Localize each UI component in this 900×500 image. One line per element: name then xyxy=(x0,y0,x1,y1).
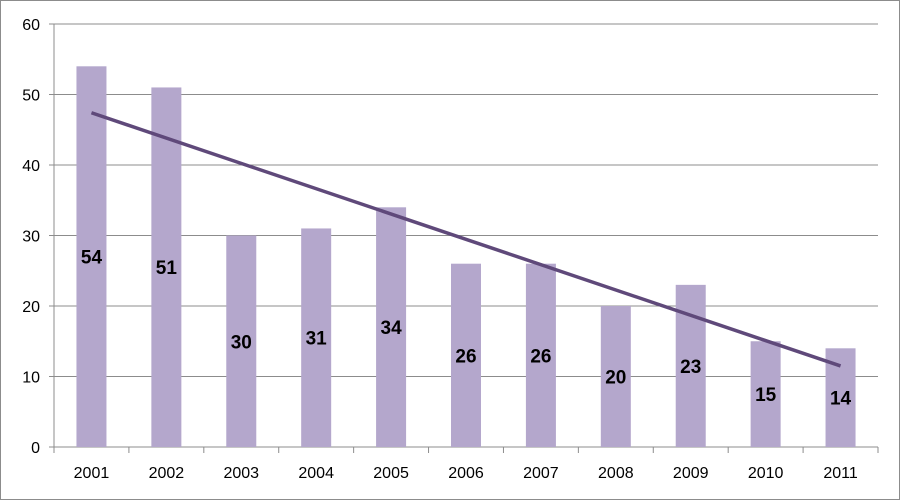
bar xyxy=(600,306,631,447)
y-tick-label: 30 xyxy=(22,229,40,246)
x-tick-label: 2004 xyxy=(298,465,334,482)
data-label: 34 xyxy=(381,318,403,339)
data-label: 23 xyxy=(680,357,701,378)
x-tick-label: 2001 xyxy=(74,465,110,482)
data-label: 14 xyxy=(830,389,852,410)
y-tick-label: 60 xyxy=(22,17,40,34)
data-label: 15 xyxy=(755,385,777,406)
y-tick-label: 50 xyxy=(22,88,40,105)
data-label: 26 xyxy=(530,346,551,367)
data-label: 31 xyxy=(306,329,328,350)
x-tick-label: 2011 xyxy=(823,465,858,482)
x-tick-label: 2002 xyxy=(149,465,185,482)
y-tick-label: 10 xyxy=(22,370,40,387)
data-label: 54 xyxy=(81,248,103,269)
data-label: 51 xyxy=(156,258,178,279)
x-tick-label: 2010 xyxy=(748,465,784,482)
x-tick-label: 2009 xyxy=(673,465,709,482)
y-tick-label: 20 xyxy=(22,299,40,316)
x-tick-label: 2006 xyxy=(448,465,484,482)
bar xyxy=(76,66,107,448)
bar xyxy=(750,341,781,447)
x-tick-label: 2005 xyxy=(373,465,409,482)
x-tick-label: 2007 xyxy=(523,465,559,482)
x-tick-label: 2003 xyxy=(223,465,259,482)
y-tick-label: 0 xyxy=(31,440,40,457)
y-tick-label: 40 xyxy=(22,158,40,175)
data-label: 26 xyxy=(455,346,476,367)
bar xyxy=(226,235,257,447)
trendline xyxy=(90,111,842,368)
data-label: 20 xyxy=(605,368,626,389)
bar xyxy=(301,228,332,447)
bar xyxy=(525,263,556,447)
x-tick-label: 2008 xyxy=(598,465,634,482)
data-label: 30 xyxy=(231,332,252,353)
bar xyxy=(376,207,407,447)
bar xyxy=(151,87,182,447)
bar xyxy=(451,263,481,447)
